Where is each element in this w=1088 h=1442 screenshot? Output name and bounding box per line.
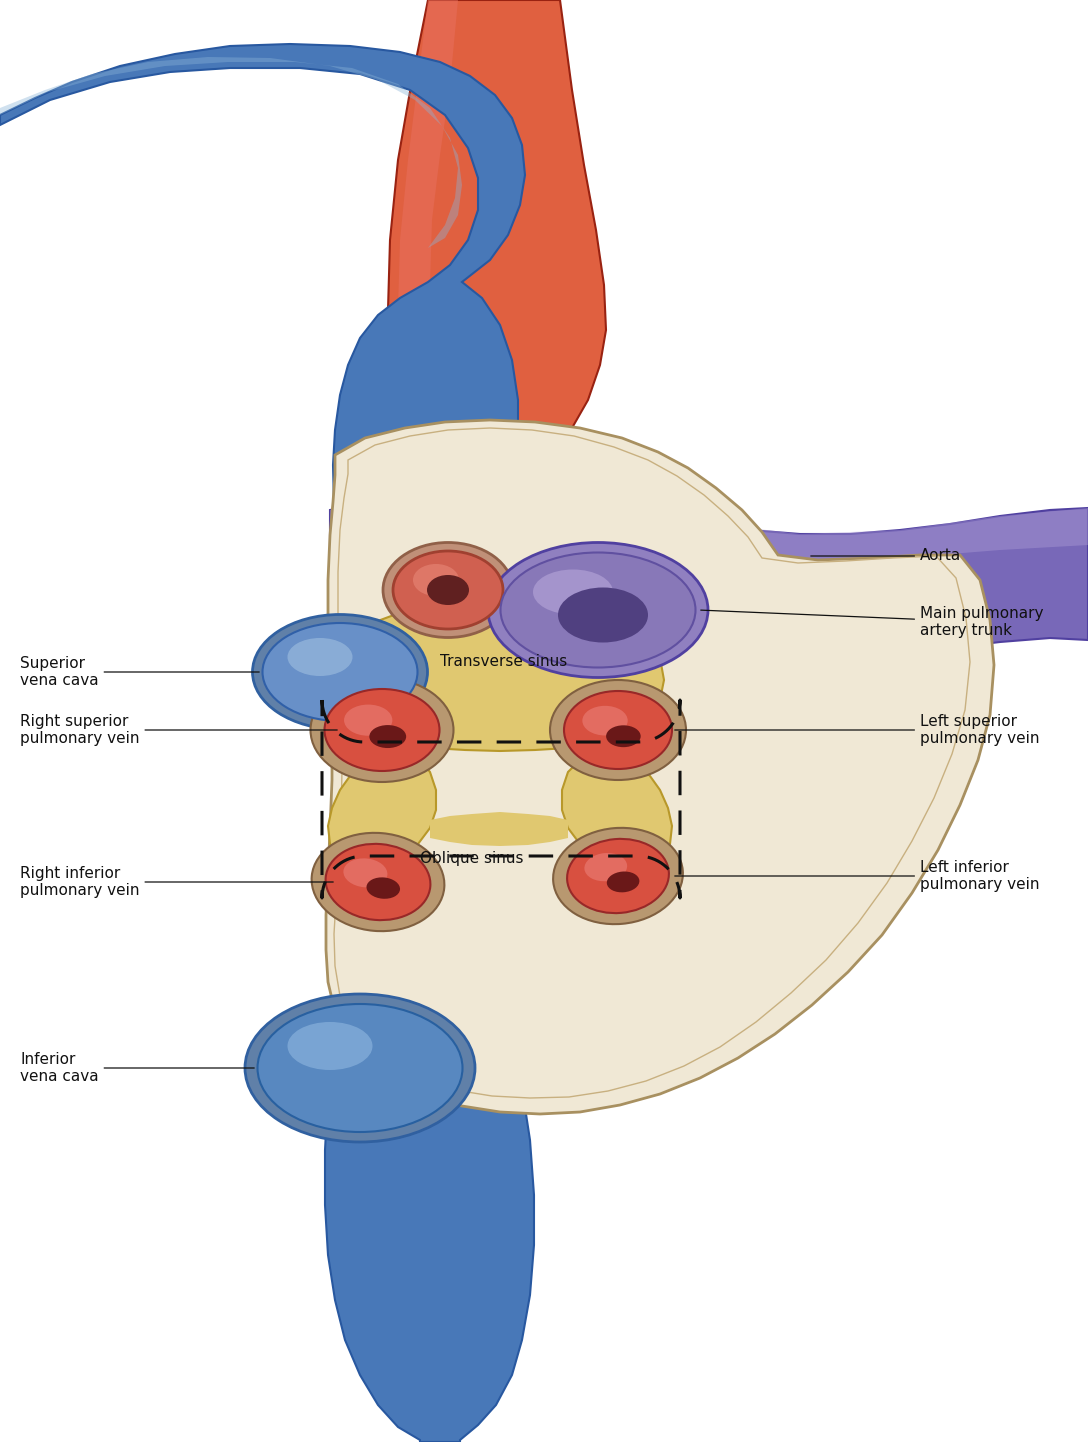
Ellipse shape — [607, 871, 640, 893]
Polygon shape — [327, 748, 436, 867]
Ellipse shape — [489, 542, 708, 678]
Ellipse shape — [344, 705, 393, 735]
Text: Right superior
pulmonary vein: Right superior pulmonary vein — [20, 714, 337, 746]
Ellipse shape — [258, 1004, 462, 1132]
Ellipse shape — [567, 839, 669, 913]
Ellipse shape — [606, 725, 641, 747]
Ellipse shape — [325, 844, 431, 920]
Ellipse shape — [287, 637, 353, 676]
Polygon shape — [339, 606, 664, 751]
Ellipse shape — [533, 570, 613, 614]
Ellipse shape — [369, 725, 406, 748]
Ellipse shape — [245, 994, 475, 1142]
Text: Aorta: Aorta — [811, 548, 962, 564]
Ellipse shape — [500, 552, 695, 668]
Text: Inferior
vena cava: Inferior vena cava — [20, 1051, 255, 1084]
Ellipse shape — [582, 705, 628, 735]
Ellipse shape — [367, 877, 400, 898]
Polygon shape — [388, 0, 606, 472]
Polygon shape — [330, 497, 1088, 562]
Ellipse shape — [393, 551, 503, 629]
Ellipse shape — [310, 678, 454, 782]
Polygon shape — [326, 420, 994, 1115]
Polygon shape — [0, 58, 462, 248]
Text: Transverse sinus: Transverse sinus — [440, 655, 567, 669]
Ellipse shape — [262, 623, 418, 721]
Ellipse shape — [426, 575, 469, 606]
Ellipse shape — [252, 614, 428, 730]
Ellipse shape — [383, 542, 514, 637]
Text: Oblique sinus: Oblique sinus — [420, 851, 523, 865]
Polygon shape — [330, 497, 1088, 655]
Polygon shape — [0, 45, 534, 1442]
Polygon shape — [430, 812, 568, 846]
Ellipse shape — [558, 587, 648, 643]
Ellipse shape — [413, 564, 459, 596]
Polygon shape — [562, 748, 672, 867]
Ellipse shape — [564, 691, 672, 769]
Text: Left superior
pulmonary vein: Left superior pulmonary vein — [675, 714, 1039, 746]
Text: Left inferior
pulmonary vein: Left inferior pulmonary vein — [675, 859, 1039, 893]
Ellipse shape — [344, 858, 387, 887]
Ellipse shape — [324, 689, 440, 771]
Text: Right inferior
pulmonary vein: Right inferior pulmonary vein — [20, 865, 333, 898]
Ellipse shape — [551, 681, 687, 780]
Text: Superior
vena cava: Superior vena cava — [20, 656, 259, 688]
Polygon shape — [398, 0, 468, 456]
Text: Main pulmonary
artery trunk: Main pulmonary artery trunk — [701, 606, 1043, 639]
Ellipse shape — [584, 854, 627, 881]
Ellipse shape — [311, 833, 444, 932]
Ellipse shape — [287, 1022, 372, 1070]
Ellipse shape — [553, 828, 683, 924]
